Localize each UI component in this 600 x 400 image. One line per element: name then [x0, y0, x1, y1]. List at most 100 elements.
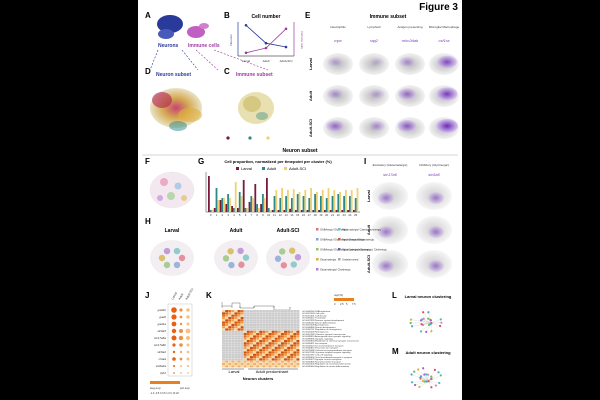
- k-heatmap-cell: [234, 339, 238, 343]
- k-heatmap-cell: [225, 353, 229, 357]
- k-heatmap-cell: [268, 360, 272, 363]
- g-x-tick-label: 22: [337, 213, 341, 217]
- k-heatmap-cell: [228, 353, 232, 357]
- panel-f: F: [145, 157, 195, 209]
- k-heatmap-cell: [243, 328, 247, 331]
- k-heatmap-cell: [252, 316, 257, 320]
- g-bar: [350, 190, 353, 212]
- k-colorbar-tick: 0: [334, 303, 336, 306]
- k-heatmap-cell: [259, 314, 263, 317]
- i-feature-expression: [378, 192, 394, 204]
- g-bar: [269, 210, 272, 212]
- k-heatmap-cell: [256, 312, 260, 315]
- k-heatmap-cell: [277, 344, 281, 347]
- k-heatmap-cell: [280, 332, 285, 336]
- k-heatmap-cell: [277, 362, 281, 366]
- network-node: [427, 323, 431, 327]
- e-feature-expression: [327, 88, 343, 100]
- k-heatmap-cell: [290, 309, 294, 313]
- k-heatmap-cell: [277, 337, 281, 340]
- g-bar: [292, 189, 295, 212]
- k-go-term-label: GO:0016079 Synaptic vesicle exocytosis: [302, 358, 343, 361]
- k-heatmap-cell: [246, 351, 250, 354]
- k-heatmap-cell: [287, 355, 291, 359]
- j-gene-label: slc6a2: [157, 350, 166, 354]
- k-heatmap-cell: [283, 332, 288, 336]
- panel-m-letter: M: [392, 347, 399, 356]
- k-heatmap-cell: [280, 335, 285, 338]
- k-heatmap-cell: [265, 316, 269, 320]
- k-heatmap-cell: [256, 362, 260, 366]
- k-heatmap-cell: [259, 360, 263, 363]
- j-dot: [180, 351, 182, 353]
- k-heatmap-cell: [225, 362, 229, 366]
- g-x-tick-label: 19: [319, 213, 323, 217]
- panel-h: H Larval Adult Adult-SCI GABAergic/ Glyc…: [145, 217, 388, 276]
- h-cluster-blob: [294, 254, 302, 261]
- k-heatmap-cell: [271, 326, 275, 329]
- k-heatmap-cell: [283, 335, 288, 338]
- i-row-label: Larval: [366, 190, 371, 202]
- j-column-label: Adult-SCI: [184, 287, 194, 300]
- k-heatmap-cell: [265, 319, 269, 322]
- k-heatmap-cell: [225, 365, 229, 368]
- k-heatmap-cell: [271, 344, 275, 347]
- j-column-label: Adult: [177, 292, 184, 300]
- k-heatmap-cell: [287, 316, 291, 320]
- j-dot: [179, 343, 183, 347]
- k-heatmap-cell: [280, 316, 285, 320]
- k-heatmap-cell: [259, 346, 263, 350]
- g-bar: [234, 182, 237, 212]
- h-legend-swatch: [316, 228, 319, 231]
- k-heatmap-cell: [225, 351, 229, 354]
- k-heatmap-cell: [243, 319, 247, 322]
- g-x-tick-label: 16: [302, 213, 306, 217]
- g-x-tick-label: 1: [216, 213, 218, 217]
- h-column-title: Adult-SCI: [277, 228, 300, 234]
- k-heatmap-cell: [259, 330, 263, 334]
- k-heatmap-cell: [237, 346, 241, 350]
- e-column-title: Lymphoid: [368, 25, 381, 29]
- network-node: [433, 368, 436, 372]
- k-heatmap-cell: [249, 316, 254, 320]
- k-heatmap-cell: [283, 316, 288, 320]
- k-heatmap-cell: [296, 344, 300, 347]
- k-heatmap-cell: [280, 346, 285, 350]
- k-colorbar-tick: 5: [346, 303, 348, 306]
- k-heatmap-cell: [249, 326, 254, 329]
- k-heatmap-cell: [246, 355, 250, 359]
- j-dot: [173, 365, 175, 367]
- h-cluster-blob: [280, 262, 288, 269]
- k-heatmap-cell: [283, 323, 288, 327]
- network-edge: [418, 369, 429, 382]
- e-feature-expression: [369, 89, 385, 99]
- g-bar: [302, 196, 305, 212]
- k-heatmap-cell: [259, 362, 263, 366]
- h-legend-swatch: [338, 238, 341, 241]
- k-heatmap-cell: [259, 358, 263, 361]
- g-bar: [233, 208, 235, 212]
- k-heatmap-cell: [249, 332, 254, 336]
- k-heatmap-cell: [234, 349, 238, 352]
- g-bar: [329, 210, 332, 212]
- h-legend-label: Glutamatergic/ Glycinergic/ Cholinergic: [342, 248, 388, 252]
- k-group-label: Adult predominant: [256, 369, 289, 374]
- k-heatmap-cell: [252, 332, 257, 336]
- k-heatmap-cell: [296, 351, 300, 354]
- k-heatmap-cell: [287, 351, 291, 354]
- k-heatmap-cell: [246, 335, 250, 338]
- k-heatmap-cell: [231, 312, 235, 315]
- k-go-term-label: GO:0007399 Nervous system development: [302, 319, 344, 322]
- k-heatmap-cell: [265, 362, 269, 366]
- g-legend-adult-sci: Adult-SCI: [289, 166, 306, 171]
- e-feature-expression: [398, 88, 416, 100]
- k-heatmap-cell: [268, 349, 272, 352]
- h-legend-label: Serotonergic/ Glutamatergic: [342, 238, 375, 242]
- g-bar: [271, 210, 274, 212]
- k-heatmap-cell: [262, 351, 266, 354]
- k-heatmap-cell: [287, 349, 291, 352]
- k-heatmap-cell: [274, 326, 278, 329]
- k-heatmap-cell: [228, 337, 232, 340]
- panel-m: M Adult neuron clustering: [392, 347, 451, 389]
- k-heatmap-cell: [240, 344, 244, 347]
